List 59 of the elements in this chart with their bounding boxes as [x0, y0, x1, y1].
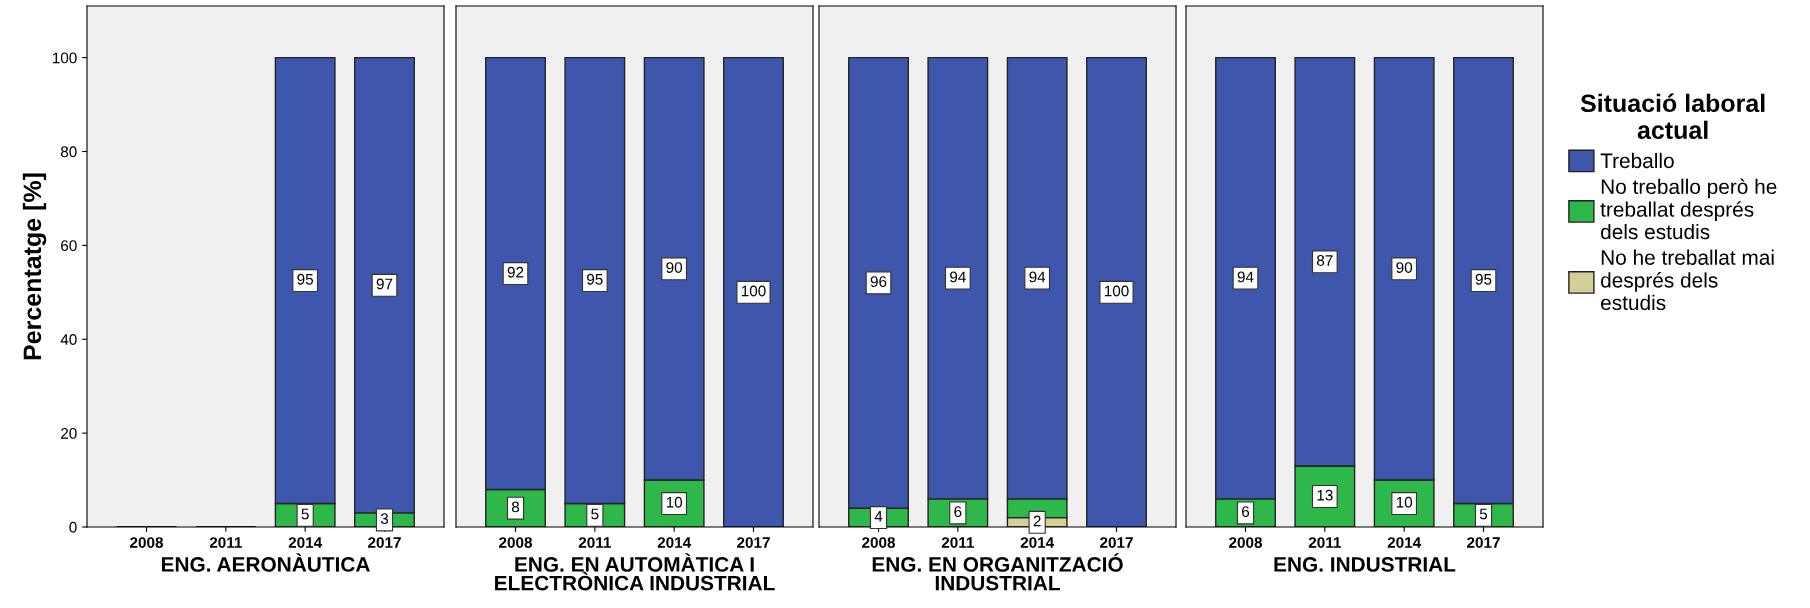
data-label: 94: [1237, 271, 1254, 283]
data-label: 92: [507, 266, 524, 278]
x-axis-title: ENG. EN AUTOMÀTICA I ELECTRÒNICA INDUSTRIAL: [495, 553, 775, 591]
y-axis-title: Percentatge [%]: [22, 173, 47, 360]
data-label: 5: [1479, 508, 1488, 520]
x-tick-label: 2014: [1387, 537, 1422, 548]
data-label: 90: [1396, 262, 1413, 273]
data-label: 5: [301, 508, 309, 520]
data-label: 6: [954, 506, 962, 518]
bar: [1086, 56, 1147, 527]
x-tick-label: 2011: [1308, 537, 1341, 548]
data-label: 6: [1242, 506, 1250, 518]
data-label: 94: [1029, 271, 1046, 283]
x-tick-label: 2017: [1100, 537, 1133, 548]
legend-label: No he treballat mai després dels estudis: [1601, 249, 1774, 311]
y-tick-label: 60: [61, 240, 77, 252]
data-label: 2: [1033, 515, 1041, 527]
data-label: 10: [1396, 496, 1413, 508]
data-label: 97: [376, 278, 393, 290]
x-tick-label: 2017: [1467, 537, 1500, 548]
x-tick-label: 2014: [288, 537, 323, 548]
y-tick-label: 20: [61, 427, 77, 439]
x-axis-title: ENG. AERONÀUTICA: [161, 553, 370, 572]
legend-label: Treballo: [1600, 152, 1674, 169]
y-tick-label: 40: [60, 334, 77, 345]
data-label: 90: [666, 262, 683, 273]
data-label: 3: [380, 513, 389, 525]
data-label: 94: [950, 271, 966, 283]
data-label: 10: [666, 496, 683, 508]
x-tick-label: 2011: [941, 537, 974, 548]
x-tick-label: 2011: [578, 537, 611, 548]
x-tick-label: 2008: [862, 537, 896, 548]
x-tick-label: 2008: [499, 537, 533, 548]
bar: [723, 56, 784, 527]
data-label: 13: [1317, 489, 1333, 501]
y-tick-label: 80: [60, 146, 77, 158]
data-label: 4: [874, 511, 883, 522]
data-label: 100: [741, 285, 766, 297]
x-tick-label: 2008: [1229, 537, 1263, 548]
data-label: 95: [297, 273, 314, 285]
x-tick-label: 2014: [1020, 537, 1055, 548]
data-label: 87: [1317, 255, 1333, 266]
x-axis-title: ENG. EN ORGANITZACIÓ INDUSTRIAL: [872, 553, 1123, 591]
data-label: 8: [511, 501, 520, 513]
x-tick-label: 2014: [657, 537, 692, 548]
x-tick-label: 2011: [209, 537, 242, 548]
data-label: 95: [587, 273, 603, 285]
legend-title: Situació laboral actual: [1580, 93, 1765, 140]
x-tick-label: 2017: [368, 537, 401, 548]
x-tick-label: 2008: [130, 537, 164, 548]
y-tick-label: 100: [52, 52, 77, 64]
x-tick-label: 2017: [737, 537, 770, 548]
y-tick-label: 0: [69, 521, 77, 533]
x-axis-title: ENG. INDUSTRIAL: [1274, 557, 1456, 572]
legend-label: No treballo però he treballat després dels estudis: [1600, 178, 1777, 240]
data-label: 96: [870, 276, 887, 288]
data-label: 5: [591, 508, 599, 520]
data-label: 95: [1475, 273, 1492, 285]
data-label: 100: [1104, 285, 1129, 297]
